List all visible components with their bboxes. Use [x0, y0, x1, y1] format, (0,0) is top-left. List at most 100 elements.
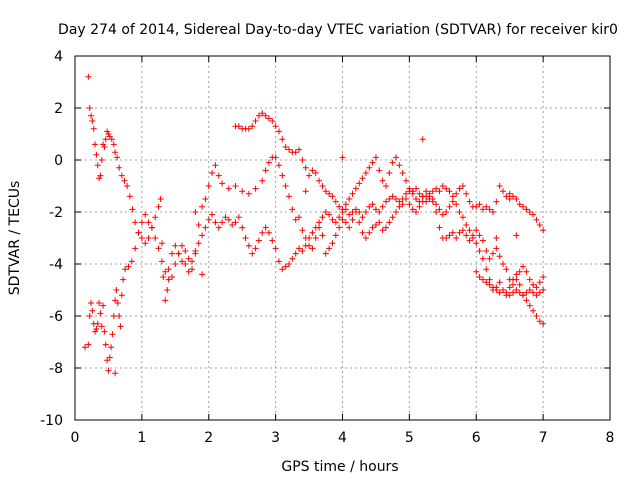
- data-point: [369, 201, 376, 208]
- data-point: [212, 219, 219, 226]
- data-point: [199, 203, 206, 210]
- data-point: [229, 222, 236, 228]
- data-point: [104, 128, 111, 135]
- data-point: [164, 287, 171, 293]
- data-point: [456, 209, 463, 215]
- y-tick-label: -4: [49, 257, 63, 273]
- data-point: [540, 320, 547, 327]
- data-point: [516, 289, 523, 296]
- data-point: [526, 276, 533, 283]
- data-point: [192, 250, 199, 257]
- data-point: [102, 136, 109, 143]
- data-point: [342, 201, 349, 208]
- data-point: [540, 287, 547, 293]
- data-point: [486, 281, 493, 288]
- data-point: [516, 201, 523, 208]
- data-point: [396, 198, 403, 205]
- x-axis-label: GPS time / hours: [281, 459, 398, 475]
- data-point: [359, 229, 366, 236]
- data-point: [85, 73, 92, 80]
- data-point: [249, 250, 256, 257]
- data-point: [426, 193, 433, 200]
- data-point: [526, 302, 533, 309]
- data-point: [117, 323, 124, 330]
- data-point: [362, 235, 369, 241]
- data-point: [292, 149, 299, 156]
- data-point: [242, 235, 249, 241]
- data-point: [279, 136, 286, 143]
- data-point: [332, 219, 339, 226]
- data-point: [376, 219, 383, 226]
- data-point: [202, 224, 209, 231]
- data-point: [282, 183, 289, 189]
- data-point: [168, 250, 175, 257]
- data-point: [108, 136, 115, 143]
- data-point: [366, 203, 373, 210]
- x-tick-label: 4: [338, 430, 347, 446]
- data-point: [128, 258, 135, 265]
- data-point: [506, 190, 513, 197]
- data-point: [105, 367, 112, 374]
- data-point: [393, 154, 399, 161]
- y-tick-label: -8: [49, 361, 63, 377]
- grid-lines: [75, 56, 610, 420]
- data-point: [500, 287, 506, 293]
- data-point: [275, 162, 282, 169]
- data-point: [192, 209, 199, 215]
- data-point: [215, 172, 222, 179]
- data-point: [516, 268, 523, 275]
- data-point: [309, 167, 316, 174]
- data-point: [352, 185, 359, 192]
- data-point: [356, 219, 363, 226]
- data-point: [245, 242, 252, 249]
- data-point: [185, 255, 192, 262]
- data-point: [97, 310, 104, 317]
- data-point: [108, 344, 115, 351]
- data-point: [101, 328, 108, 335]
- series-track-a: [85, 73, 547, 304]
- data-point: [160, 274, 167, 280]
- data-point: [93, 151, 100, 158]
- data-point: [413, 196, 420, 202]
- data-point: [439, 211, 446, 218]
- data-point: [399, 196, 406, 202]
- data-point: [479, 255, 486, 262]
- x-tick-label: 1: [137, 430, 146, 446]
- data-point: [182, 261, 189, 267]
- data-point: [118, 292, 125, 299]
- data-point: [255, 237, 262, 244]
- data-point: [262, 224, 269, 231]
- data-point: [100, 141, 107, 148]
- data-point: [98, 157, 105, 163]
- data-point: [202, 196, 209, 202]
- data-point: [489, 284, 496, 291]
- data-point: [346, 224, 353, 231]
- data-point: [104, 357, 111, 364]
- data-point: [476, 201, 483, 208]
- chart-title: Day 274 of 2014, Sidereal Day-to-day VTE…: [58, 22, 618, 38]
- data-point: [299, 248, 306, 254]
- data-point: [138, 235, 145, 241]
- data-point: [516, 281, 523, 288]
- data-point: [530, 281, 537, 288]
- data-point: [329, 240, 336, 247]
- data-point: [165, 266, 172, 273]
- data-point: [329, 216, 336, 223]
- data-point: [362, 209, 369, 215]
- data-point: [332, 198, 339, 205]
- data-point: [199, 232, 206, 239]
- data-point: [219, 219, 226, 226]
- data-point: [466, 198, 473, 205]
- y-tick-label: 0: [54, 153, 63, 169]
- data-point: [199, 271, 206, 278]
- data-point: [326, 190, 333, 197]
- data-point: [533, 284, 540, 291]
- data-point: [92, 328, 99, 335]
- data-point: [309, 245, 316, 252]
- data-point: [302, 164, 309, 171]
- x-tick-label: 5: [405, 430, 414, 446]
- data-point: [116, 313, 123, 319]
- data-point: [322, 188, 329, 195]
- data-point: [483, 203, 490, 210]
- data-point: [362, 170, 369, 176]
